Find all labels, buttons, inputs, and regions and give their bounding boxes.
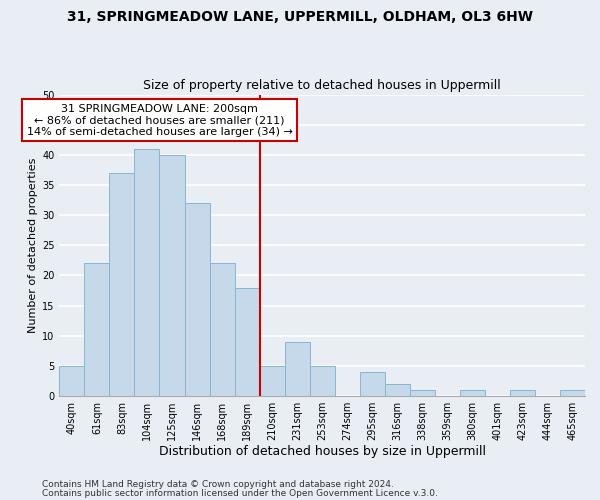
Text: 31 SPRINGMEADOW LANE: 200sqm
← 86% of detached houses are smaller (211)
14% of s: 31 SPRINGMEADOW LANE: 200sqm ← 86% of de… [26, 104, 292, 137]
Bar [209, 264, 235, 396]
Text: Contains public sector information licensed under the Open Government Licence v.: Contains public sector information licen… [42, 488, 438, 498]
Bar [410, 390, 435, 396]
Bar [235, 288, 260, 396]
Bar [510, 390, 535, 396]
X-axis label: Distribution of detached houses by size in Uppermill: Distribution of detached houses by size … [158, 444, 485, 458]
Bar [560, 390, 585, 396]
Bar [185, 203, 209, 396]
Bar [85, 264, 109, 396]
Bar [460, 390, 485, 396]
Title: Size of property relative to detached houses in Uppermill: Size of property relative to detached ho… [143, 79, 501, 92]
Bar [360, 372, 385, 396]
Text: Contains HM Land Registry data © Crown copyright and database right 2024.: Contains HM Land Registry data © Crown c… [42, 480, 394, 489]
Bar [385, 384, 410, 396]
Bar [284, 342, 310, 396]
Bar [109, 173, 134, 396]
Bar [310, 366, 335, 396]
Bar [134, 149, 160, 396]
Bar [160, 155, 185, 396]
Text: 31, SPRINGMEADOW LANE, UPPERMILL, OLDHAM, OL3 6HW: 31, SPRINGMEADOW LANE, UPPERMILL, OLDHAM… [67, 10, 533, 24]
Bar [260, 366, 284, 396]
Bar [59, 366, 85, 396]
Y-axis label: Number of detached properties: Number of detached properties [28, 158, 38, 333]
